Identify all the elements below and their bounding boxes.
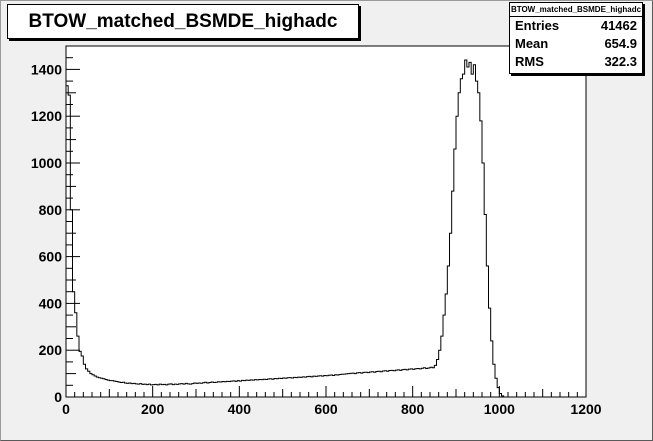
- x-tick-label: 800: [401, 401, 425, 417]
- x-tick-label: 400: [228, 401, 252, 417]
- y-tick-label: 1200: [31, 108, 62, 124]
- stats-row-rms: RMS 322.3: [510, 53, 642, 71]
- stats-rms-label: RMS: [515, 54, 544, 69]
- x-tick-label: 200: [141, 401, 165, 417]
- stats-mean-label: Mean: [515, 36, 549, 51]
- histogram-line: [65, 59, 506, 398]
- stats-entries-value: 41462: [600, 18, 637, 33]
- y-tick-label: 1400: [31, 61, 62, 77]
- y-tick-label: 400: [39, 295, 63, 311]
- y-tick-label: 0: [54, 389, 62, 405]
- y-tick-label: 200: [39, 342, 63, 358]
- stats-box-title: BTOW_matched_BSMDE_highadc: [510, 3, 642, 17]
- x-tick-label: 1200: [570, 401, 601, 417]
- stats-row-entries: Entries 41462: [510, 17, 642, 35]
- stats-entries-label: Entries: [515, 18, 560, 33]
- y-tick-label: 1000: [31, 155, 62, 171]
- y-tick-label: 600: [39, 249, 63, 265]
- stats-row-mean: Mean 654.9: [510, 35, 642, 53]
- chart-title: BTOW_matched_BSMDE_highadc: [7, 4, 359, 39]
- stats-box: BTOW_matched_BSMDE_highadc Entries 41462…: [509, 2, 643, 74]
- stats-rms-value: 322.3: [604, 54, 637, 69]
- x-tick-label: 0: [62, 401, 70, 417]
- stats-mean-value: 654.9: [604, 36, 637, 51]
- y-tick-label: 800: [39, 202, 63, 218]
- x-tick-label: 600: [314, 401, 338, 417]
- axes: 0 200 400 600 800 1000 1200 0 200 400 600 800 1000 12…: [31, 45, 602, 417]
- x-tick-label: 1000: [484, 401, 515, 417]
- plot-area: [65, 45, 587, 398]
